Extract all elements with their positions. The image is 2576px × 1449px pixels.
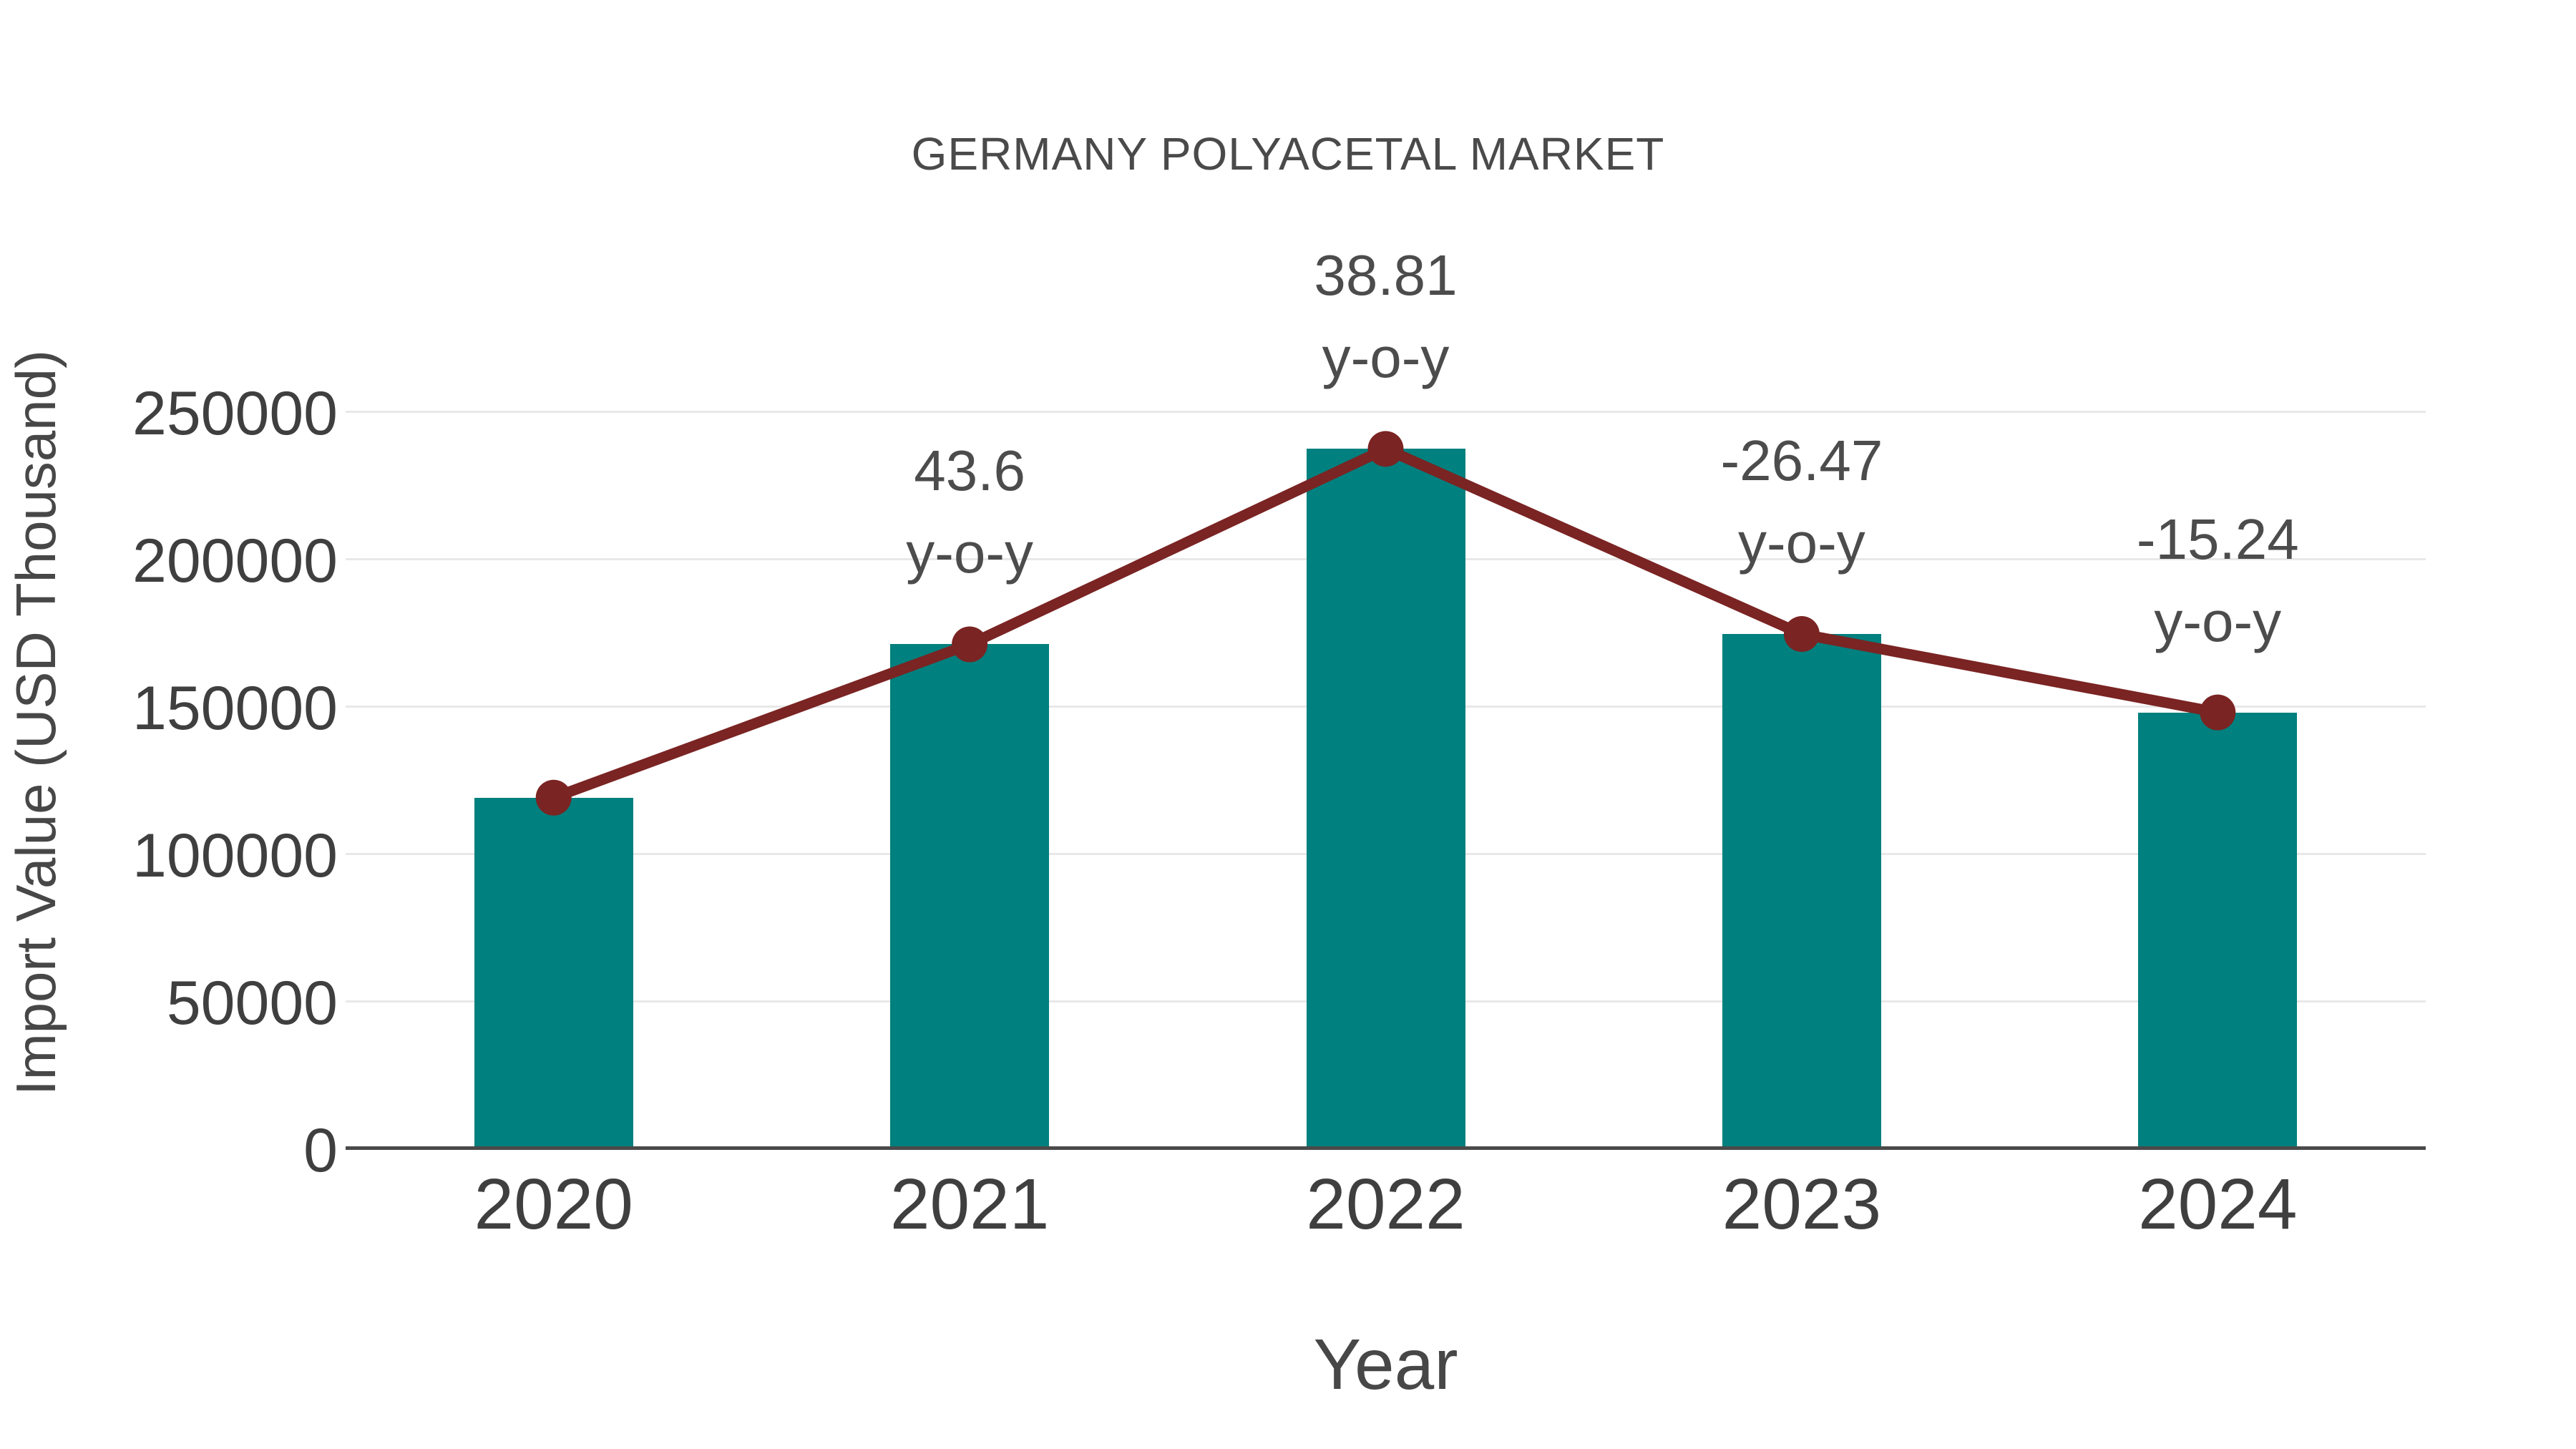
y-tick-label-200000: 200000 <box>132 527 338 595</box>
yoy-marker-2023 <box>1783 616 1820 653</box>
x-tick-label-2023: 2023 <box>1722 1164 1882 1244</box>
bar-2021 <box>890 644 1050 1148</box>
yoy-marker-2021 <box>952 626 988 663</box>
x-tick-label-2022: 2022 <box>1306 1164 1465 1244</box>
yoy-annotation-2021: 43.6 y-o-y <box>906 439 1033 585</box>
gridline-250000 <box>346 411 2426 413</box>
x-axis-line <box>346 1146 2426 1150</box>
bar-2024 <box>2138 712 2298 1148</box>
y-tick-label-0: 0 <box>303 1116 338 1185</box>
yoy-marker-2020 <box>535 779 572 816</box>
yoy-line-chart <box>535 431 2236 816</box>
bar-2023 <box>1722 634 1881 1148</box>
y-tick-label-50000: 50000 <box>166 969 338 1038</box>
plot-area <box>346 411 2426 1148</box>
x-tick-label-2024: 2024 <box>2138 1164 2298 1244</box>
bar-2020 <box>474 797 633 1148</box>
chart-title: GERMANY POLYACETAL MARKET <box>911 128 1665 180</box>
x-tick-label-2020: 2020 <box>474 1164 633 1244</box>
x-tick-label-2021: 2021 <box>889 1164 1050 1244</box>
x-axis-title: Year <box>1313 1324 1458 1405</box>
yoy-annotation-2024: -15.24 y-o-y <box>2136 507 2299 653</box>
bar-2022 <box>1306 449 1465 1148</box>
y-tick-label-150000: 150000 <box>132 674 338 743</box>
y-tick-label-100000: 100000 <box>132 821 338 890</box>
y-tick-label-250000: 250000 <box>132 379 338 448</box>
yoy-marker-2024 <box>2200 694 2236 731</box>
yoy-annotation-2023: -26.47 y-o-y <box>1720 429 1883 575</box>
yoy-annotation-2022: 38.81 y-o-y <box>1314 243 1458 390</box>
yoy-marker-2022 <box>1367 431 1404 467</box>
